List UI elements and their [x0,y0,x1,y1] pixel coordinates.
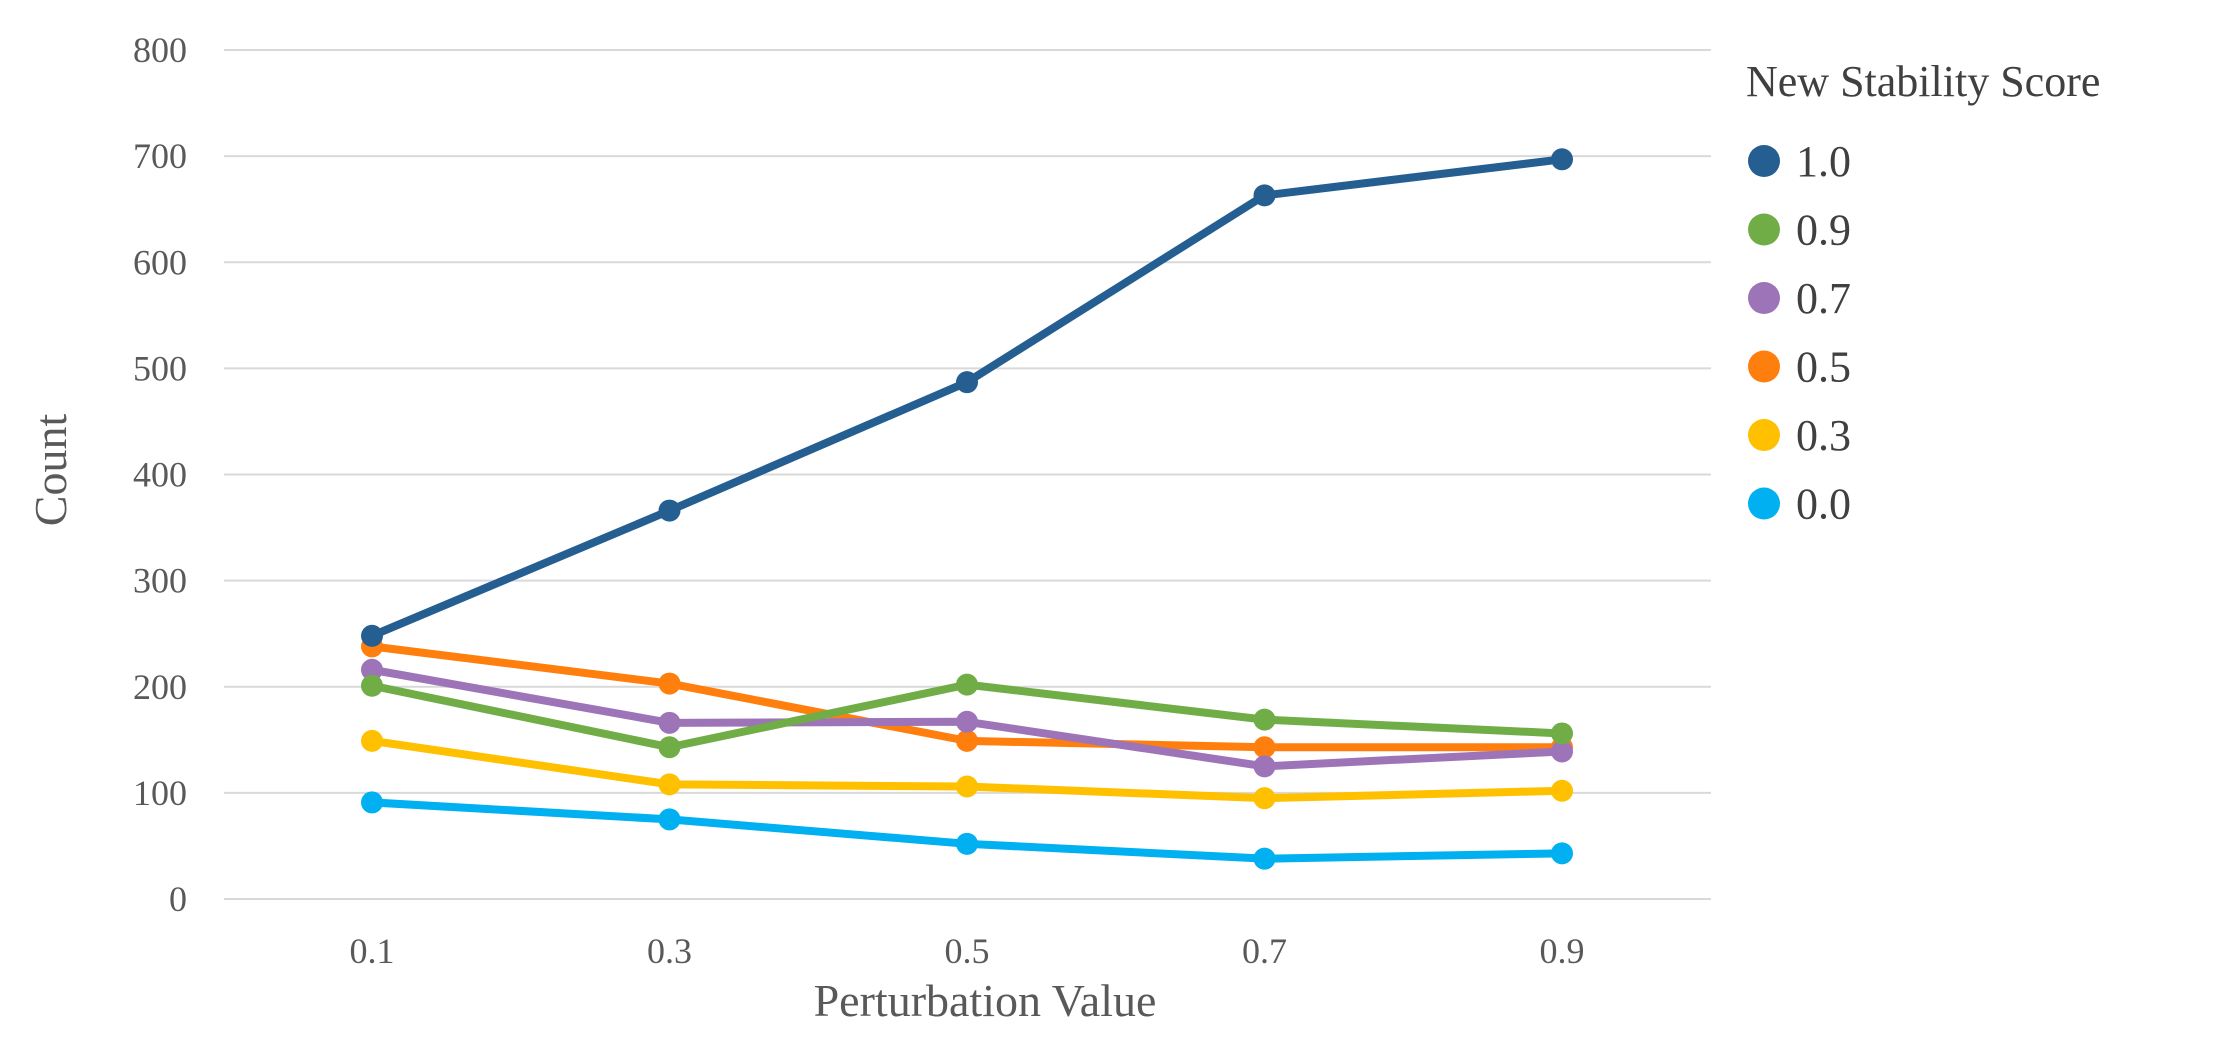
series-0-9 [361,673,1573,759]
data-point [1551,148,1573,171]
data-point [956,710,978,733]
data-point [1253,787,1276,810]
legend-marker [1748,145,1780,177]
data-point [1253,184,1276,207]
legend-label: 0.7 [1796,274,1851,323]
legend-item: 0.3 [1748,411,1851,460]
data-point [658,711,681,734]
legend-item: 0.9 [1748,206,1851,255]
data-point [1551,740,1573,763]
data-point [956,371,978,394]
data-point [658,672,681,695]
legend-label: 0.0 [1796,480,1851,529]
data-point [1253,755,1276,778]
y-tick-label: 400 [133,455,187,495]
data-point [361,729,383,752]
x-tick-label: 0.7 [1242,931,1287,971]
series-lines [361,148,1573,870]
legend-label: 0.9 [1796,206,1851,255]
legend-marker [1748,419,1780,451]
data-point [956,832,978,855]
y-tick-label: 800 [133,30,187,70]
y-tick-label: 700 [133,136,187,176]
data-point [658,499,681,522]
x-tick-label: 0.1 [350,931,395,971]
y-tick-label: 200 [133,667,187,707]
legend-item: 1.0 [1748,137,1851,186]
legend-label: 0.3 [1796,411,1851,460]
legend-label: 1.0 [1796,137,1851,186]
legend-marker [1748,487,1780,520]
data-point [1551,842,1573,865]
data-point [1253,708,1276,731]
series-0-0 [361,791,1573,870]
y-tick-label: 500 [133,348,187,388]
data-point [361,791,383,814]
data-point [1253,736,1276,759]
data-point [1551,779,1573,802]
series-1-0 [361,148,1573,647]
x-axis-title: Perturbation Value [814,975,1157,1026]
data-point [361,674,383,697]
data-point [956,729,978,752]
series-0-5 [361,635,1573,759]
data-point [1551,722,1573,745]
y-tick-label: 100 [133,773,187,813]
data-point [361,624,383,647]
y-tick-label: 600 [133,242,187,282]
data-point [658,773,681,796]
legend-item: 0.5 [1748,343,1851,392]
data-point [956,775,978,798]
gridlines [224,49,1711,900]
x-tick-label: 0.5 [945,931,990,971]
legend-item: 0.7 [1748,274,1851,323]
series-0-7 [361,658,1573,778]
data-point [361,658,383,681]
x-tick-label: 0.3 [647,931,692,971]
legend-label: 0.5 [1796,343,1851,392]
x-tick-label: 0.9 [1540,931,1585,971]
y-axis-title: Count [25,414,76,527]
x-axis-ticks: 0.1 0.3 0.5 0.7 0.9 [350,931,1585,971]
series-0-3 [361,729,1573,810]
data-point [658,736,681,759]
legend: New Stability Score 1.0 0.9 0.7 0.5 0.3 0.0 [1746,57,2100,529]
y-axis-ticks: 0 100 200 300 400 500 600 700 800 [133,30,187,919]
legend-title: New Stability Score [1746,57,2100,106]
legend-marker [1748,350,1780,383]
legend-item: 0.0 [1748,480,1851,529]
y-tick-label: 300 [133,561,187,601]
data-point [956,673,978,696]
legend-marker [1748,213,1780,246]
y-tick-label: 0 [169,879,187,919]
data-point [1253,847,1276,870]
data-point [658,808,681,831]
legend-marker [1748,282,1780,314]
series-line [368,155,1566,640]
